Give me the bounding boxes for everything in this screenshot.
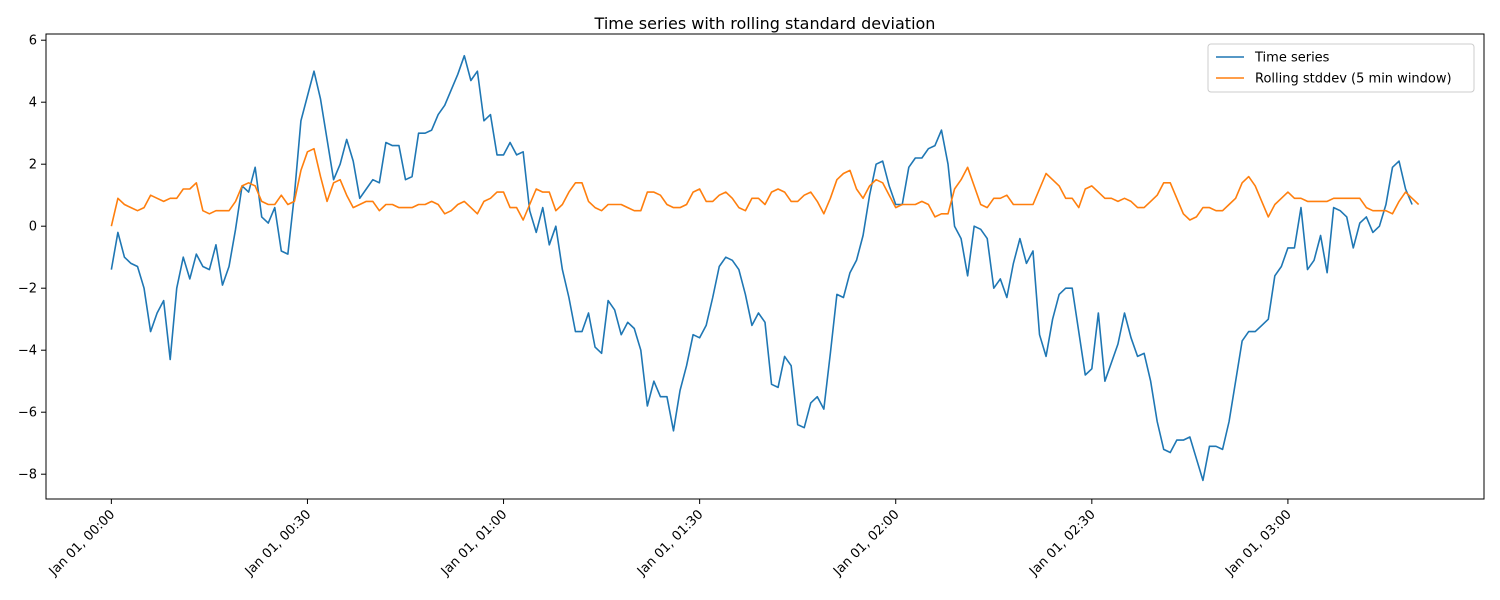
x-tick-label: Jan 01, 03:00	[1222, 507, 1294, 579]
y-tick-label: −8	[18, 468, 37, 483]
y-tick-label: 4	[29, 96, 37, 111]
y-tick-label: −2	[18, 282, 37, 297]
x-tick-label: Jan 01, 01:30	[634, 507, 706, 579]
legend: Time series Rolling stddev (5 min window)	[1207, 43, 1475, 93]
plot-frame	[45, 33, 1485, 500]
x-tick-label: Jan 01, 01:00	[438, 507, 510, 579]
y-axis: 6 4 2 0 −2 −4 −6 −8	[18, 34, 46, 483]
x-axis: Jan 01, 00:00 Jan 01, 00:30 Jan 01, 01:00 J…	[46, 499, 1295, 580]
x-tick-label: Jan 01, 02:30	[1026, 507, 1098, 579]
legend-entry-label: Rolling stddev (5 min window)	[1255, 72, 1452, 87]
series-line-rolling-stddev	[110, 147, 1420, 227]
legend-entry-label: Time series	[1254, 51, 1330, 66]
y-tick-label: 0	[29, 220, 37, 235]
x-tick-label: Jan 01, 02:00	[830, 507, 902, 579]
x-tick-label: Jan 01, 00:00	[46, 507, 118, 579]
legend-box	[1207, 43, 1475, 93]
series-layer	[110, 54, 1420, 482]
y-tick-label: −6	[18, 406, 37, 421]
y-tick-label: −4	[18, 344, 37, 359]
chart-title: Time series with rolling standard deviat…	[594, 14, 936, 33]
x-tick-label: Jan 01, 00:30	[242, 507, 314, 579]
series-line-time-series	[110, 54, 1413, 482]
y-tick-label: 6	[29, 34, 37, 49]
plot-area	[45, 33, 1485, 500]
y-tick-label: 2	[29, 158, 37, 173]
